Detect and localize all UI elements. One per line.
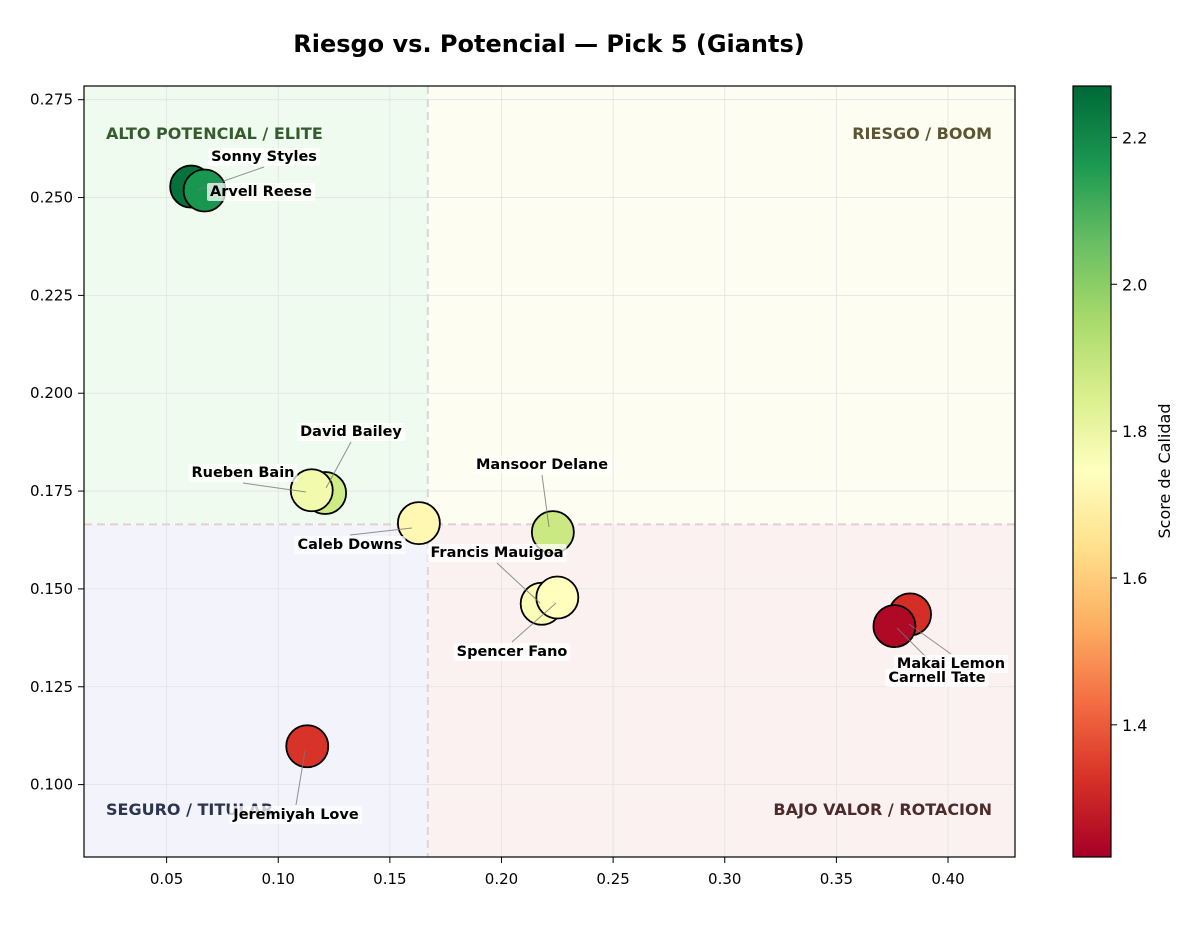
point-label-bg [208, 148, 320, 166]
annotation-arrow [242, 482, 307, 493]
y-tick-label: 0.125 [30, 678, 73, 696]
data-point [285, 724, 330, 769]
point-label-bg [297, 423, 406, 441]
x-tick-label: 0.35 [820, 870, 853, 888]
point-label-bg [472, 456, 612, 474]
colorbar-tick-label: 2.2 [1122, 128, 1147, 147]
point-label-bg [893, 655, 1009, 673]
point-label: David Bailey [300, 424, 402, 440]
point-label: Rueben Bain [191, 465, 294, 481]
point-label-group: Spencer Fano [453, 643, 571, 661]
plot-frame [83, 85, 1016, 858]
point-label: Spencer Fano [457, 644, 568, 660]
x-tick-label: 0.15 [373, 870, 406, 888]
point-label: Mansoor Delane [476, 457, 608, 473]
point-label-bg [229, 806, 362, 824]
colorbar-tick-label: 1.6 [1122, 569, 1147, 588]
point-label-group: Francis Mauigoa [427, 544, 567, 562]
point-label: Jeremiyah Love [232, 807, 359, 823]
annotation-arrow [511, 602, 557, 643]
point-label-bg [427, 544, 567, 562]
quadrant-label-top-left: ALTO POTENCIAL / ELITE [106, 124, 323, 143]
data-point [535, 575, 580, 620]
annotation-arrow [908, 623, 952, 655]
point-label: Carnell Tate [888, 670, 985, 686]
colorbar-label: Score de Calidad [1155, 404, 1174, 539]
colorbar-tick-label: 1.4 [1122, 716, 1147, 735]
plot-area: ALTO POTENCIAL / ELITE RIESGO / BOOMSEGUR… [30, 85, 1016, 888]
point-label-bg [294, 536, 406, 554]
quadrant-top-right [427, 86, 1016, 525]
point-label-bg [885, 669, 989, 687]
x-tick-label: 0.40 [931, 870, 964, 888]
colorbar-tick-label: 2.0 [1122, 275, 1147, 294]
x-tick-label: 0.10 [262, 870, 295, 888]
point-label: Makai Lemon [897, 656, 1005, 672]
colorbar-gradient [1072, 85, 1112, 858]
point-label-bg [188, 464, 298, 482]
colorbar-tick-label: 1.8 [1122, 422, 1147, 441]
point-label-group: Mansoor Delane [472, 456, 612, 474]
colorbar: Score de Calidad 1.4 1.6 1.8 2.0 2.2 [1072, 85, 1174, 858]
point-label-bg [207, 183, 316, 201]
quadrant-label-top-right: RIESGO / BOOM [852, 124, 992, 143]
annotation-arrow [295, 750, 306, 806]
quadrant-label-bottom-right: BAJO VALOR / ROTACION [773, 800, 992, 819]
annotation-arrow [325, 441, 352, 489]
point-label: Arvell Reese [210, 184, 312, 200]
point-label: Francis Mauigoa [430, 545, 563, 561]
point-label: Caleb Downs [297, 537, 402, 553]
x-tick-label: 0.05 [150, 870, 183, 888]
point-label-group: David Bailey [297, 423, 406, 441]
point-label-group: Carnell Tate [885, 669, 989, 687]
y-tick-label: 0.250 [30, 189, 73, 207]
y-tick-label: 0.175 [30, 482, 73, 500]
quadrant-bottom-right [427, 524, 1016, 857]
annotation-arrow [541, 474, 550, 528]
annotation-arrow [349, 527, 413, 536]
point-label-group: Sonny Styles [208, 148, 320, 166]
y-tick-label: 0.225 [30, 286, 73, 304]
point-label-group: Caleb Downs [294, 536, 406, 554]
point-label-group: Makai Lemon [893, 655, 1009, 673]
chart-title: Riesgo vs. Potencial — Pick 5 (Giants) [293, 30, 805, 58]
point-label: Sonny Styles [211, 149, 317, 165]
x-tick-label: 0.30 [708, 870, 741, 888]
y-tick-label: 0.150 [30, 580, 73, 598]
y-tick-label: 0.200 [30, 384, 73, 402]
point-label-group: Arvell Reese [207, 183, 316, 201]
x-tick-label: 0.25 [596, 870, 629, 888]
quadrant-bottom-left [84, 524, 428, 857]
point-label-bg [453, 643, 571, 661]
y-tick-label: 0.275 [30, 91, 73, 109]
point-label-group: Rueben Bain [188, 464, 298, 482]
point-label-group: Jeremiyah Love [229, 806, 362, 824]
y-tick-label: 0.100 [30, 776, 73, 794]
data-point [396, 501, 441, 546]
x-tick-label: 0.20 [485, 870, 518, 888]
annotation-arrow [496, 562, 541, 604]
